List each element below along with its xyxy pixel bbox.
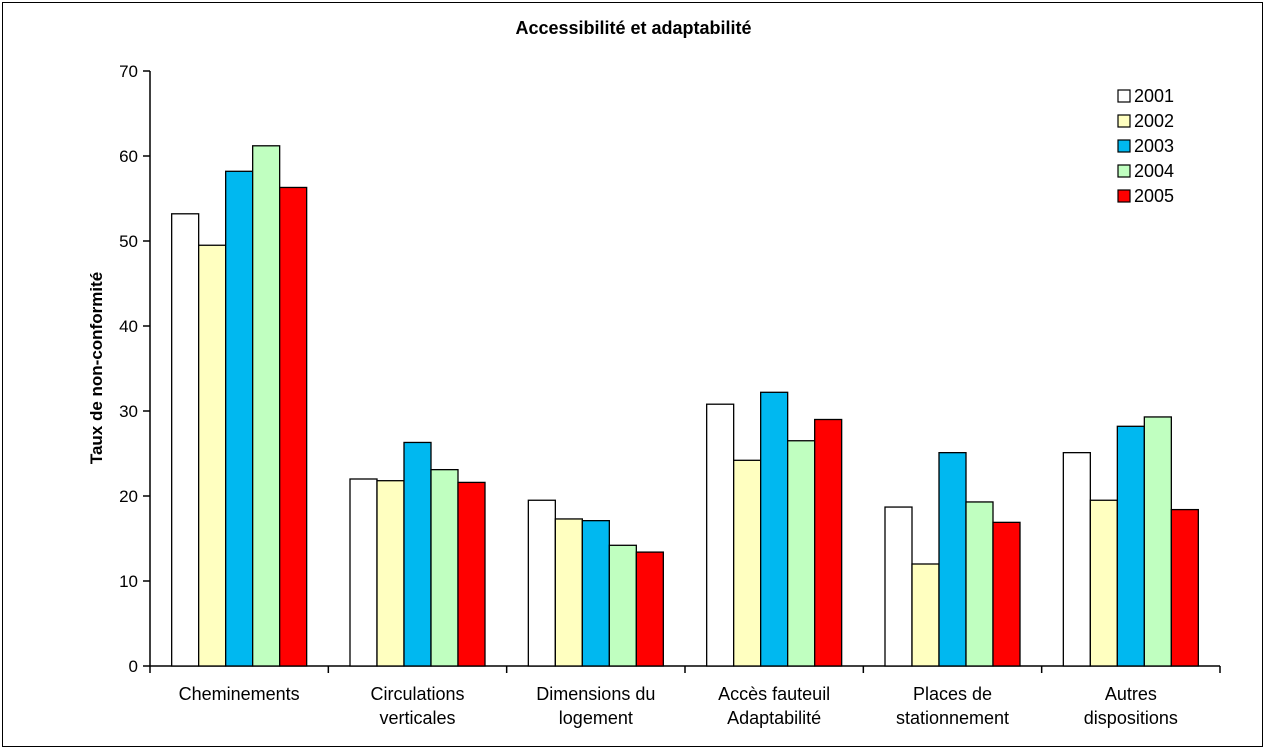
x-category-label: Dimensions du <box>536 684 655 704</box>
bars <box>171 145 1199 667</box>
legend-swatch <box>1117 189 1131 203</box>
bar <box>430 468 459 667</box>
y-tick-label: 20 <box>119 487 138 506</box>
legend-swatch <box>1117 114 1131 128</box>
bar <box>225 170 254 667</box>
x-category-label: stationnement <box>896 708 1009 728</box>
x-category-label: Autres <box>1105 684 1157 704</box>
y-tick-label: 10 <box>119 572 138 591</box>
bar <box>403 441 432 667</box>
bar <box>1089 499 1118 667</box>
x-category-label: Adaptabilité <box>727 708 821 728</box>
legend-swatch <box>1117 89 1131 103</box>
x-category-label: dispositions <box>1084 708 1178 728</box>
legend-label: 2005 <box>1134 186 1174 206</box>
y-tick-label: 70 <box>119 62 138 81</box>
bar <box>814 418 843 667</box>
y-tick-label: 30 <box>119 402 138 421</box>
x-category-label: verticales <box>379 708 455 728</box>
bar <box>635 551 664 667</box>
chart-title: Accessibilité et adaptabilité <box>515 18 752 38</box>
y-tick-label: 60 <box>119 147 138 166</box>
bar <box>787 440 816 667</box>
legend-label: 2003 <box>1134 136 1174 156</box>
legend: 2001 2002 2003 2004 2005 <box>1117 86 1174 206</box>
bar <box>349 478 378 667</box>
bar <box>608 544 637 667</box>
bar <box>1062 451 1091 667</box>
x-category-label: Cheminements <box>179 684 300 704</box>
legend-swatch <box>1117 139 1131 153</box>
legend-label: 2001 <box>1134 86 1174 106</box>
bar <box>554 518 583 667</box>
legend-label: 2002 <box>1134 111 1174 131</box>
y-tick-label: 40 <box>119 317 138 336</box>
y-tick-label: 0 <box>129 657 138 676</box>
bar <box>884 506 913 667</box>
bar <box>938 451 967 667</box>
bar <box>198 244 227 667</box>
legend-label: 2004 <box>1134 161 1174 181</box>
bar <box>706 403 735 667</box>
bar <box>1170 508 1199 667</box>
x-category-label: logement <box>559 708 633 728</box>
x-category-label: Accès fauteuil <box>718 684 830 704</box>
bar <box>1143 416 1172 667</box>
bar <box>992 521 1021 667</box>
bar <box>1116 425 1145 667</box>
legend-swatch <box>1117 164 1131 178</box>
bar <box>760 391 789 667</box>
axes: 0 10 20 30 40 50 60 70 Cheminements Circulations v… <box>119 62 1221 728</box>
bar <box>527 499 556 667</box>
bar <box>376 480 405 667</box>
x-category-label: Places de <box>913 684 992 704</box>
bar <box>252 145 281 667</box>
y-tick-label: 50 <box>119 232 138 251</box>
bar <box>733 459 762 667</box>
bar <box>279 186 308 667</box>
x-category-label: Circulations <box>370 684 464 704</box>
bar <box>965 501 994 667</box>
bar <box>581 520 610 667</box>
bar <box>457 481 486 667</box>
bar <box>911 563 940 667</box>
bar <box>171 213 200 667</box>
